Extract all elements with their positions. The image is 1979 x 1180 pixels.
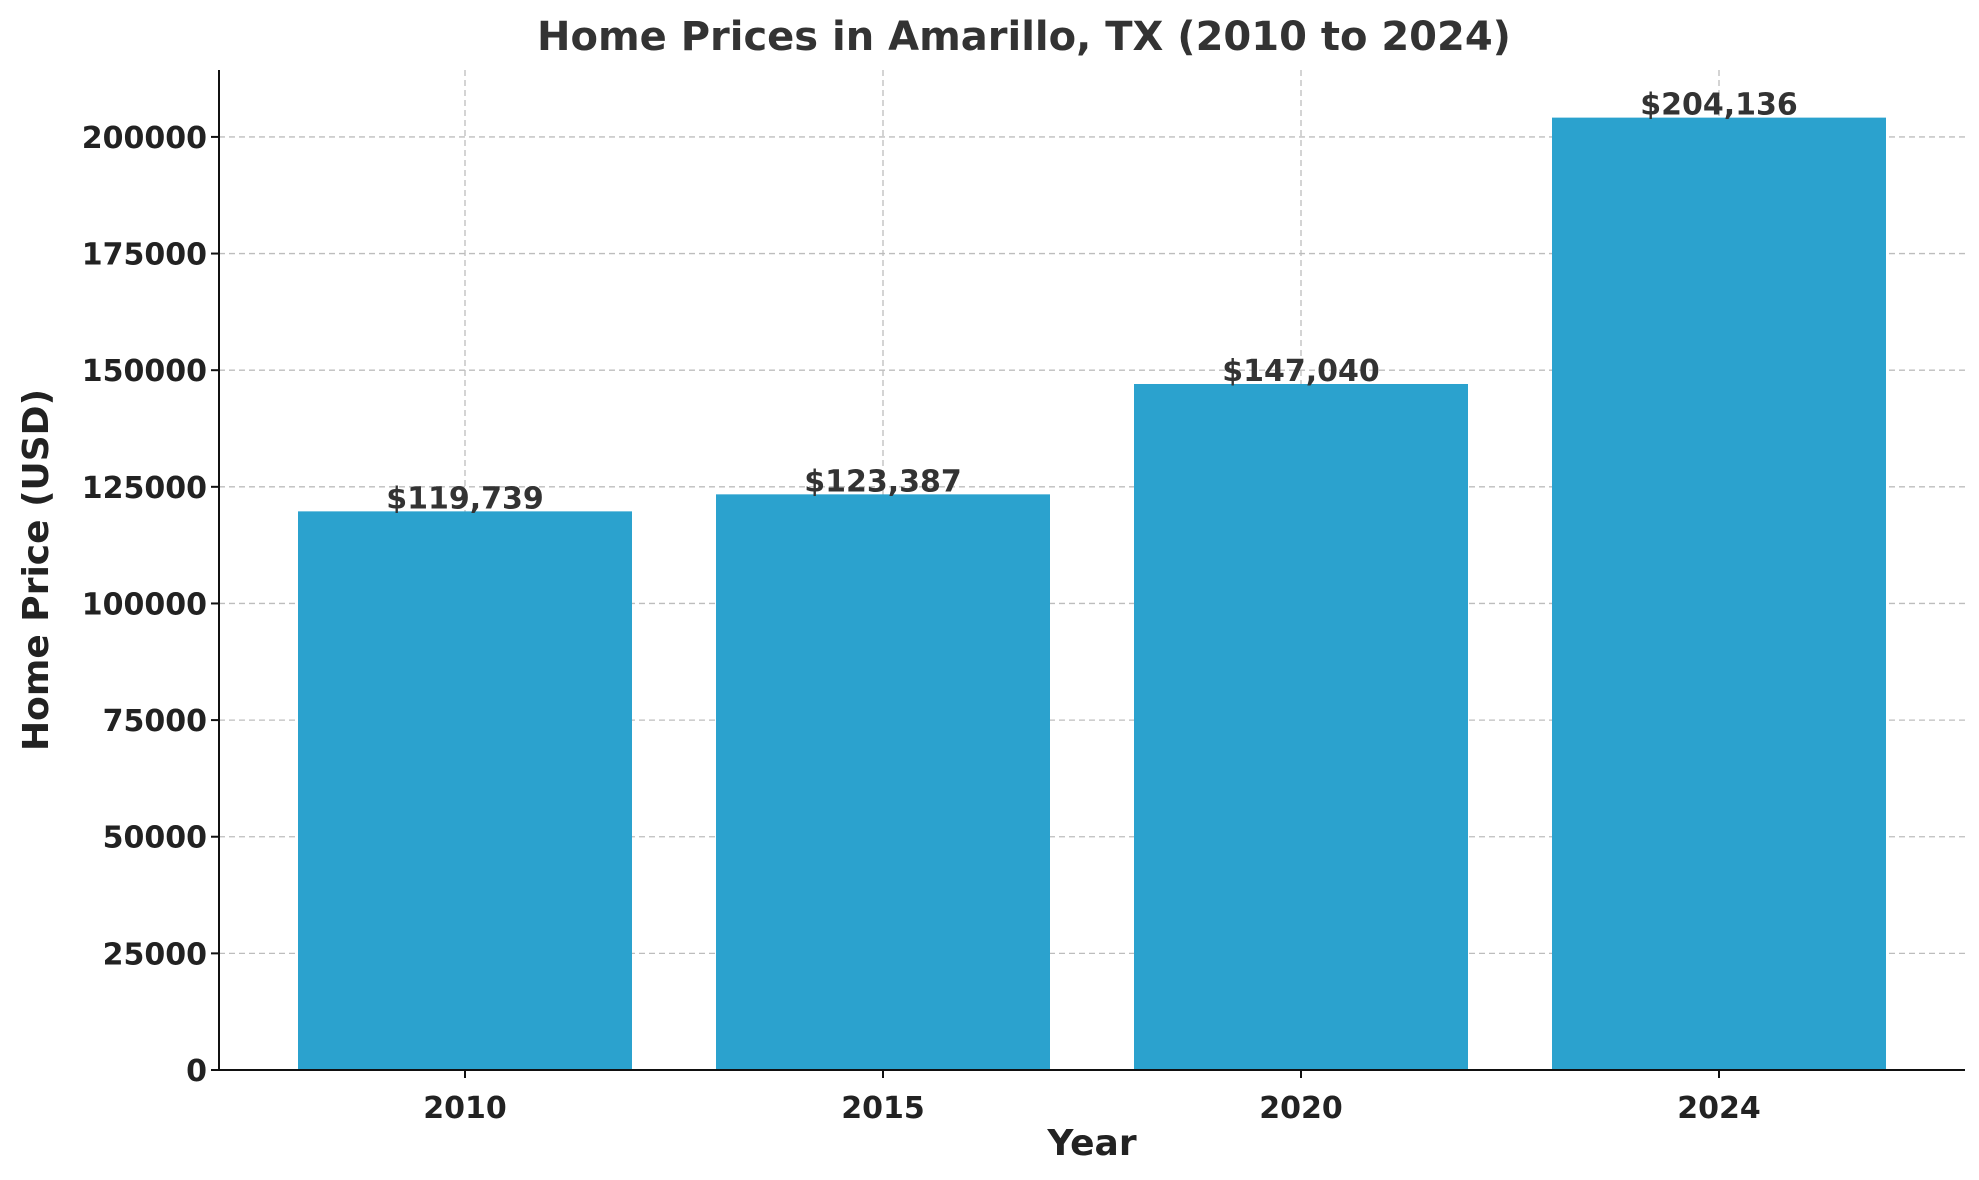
y-tick-label: 25000 xyxy=(103,937,207,972)
y-tick-label: 200000 xyxy=(82,121,207,156)
y-tick-label: 175000 xyxy=(82,238,207,273)
y-tick-label: 150000 xyxy=(82,354,207,389)
bars xyxy=(298,117,1886,1071)
ticks: 0 25000 50000 75000 100000 125000 150000 175000… xyxy=(82,121,1761,1126)
y-tick-label: 75000 xyxy=(103,704,207,739)
y-axis-label: Home Price (USD) xyxy=(16,389,57,751)
bar xyxy=(1552,117,1886,1070)
y-tick-label: 0 xyxy=(186,1054,207,1089)
x-tick-label: 2020 xyxy=(1259,1091,1343,1126)
x-axis-label: Year xyxy=(1046,1123,1136,1164)
bar-value-label: $147,040 xyxy=(1222,354,1380,389)
bar xyxy=(716,494,1050,1070)
y-tick-label: 100000 xyxy=(82,587,207,622)
data-labels: $119,739 $123,387 $147,040 $204,136 xyxy=(386,88,1798,517)
y-tick-label: 125000 xyxy=(82,471,207,506)
chart-title: Home Prices in Amarillo, TX (2010 to 202… xyxy=(537,14,1511,60)
bar xyxy=(298,511,632,1071)
x-tick-label: 2010 xyxy=(423,1091,507,1126)
bar-value-label: $119,739 xyxy=(386,481,544,516)
bar xyxy=(1134,383,1468,1071)
y-tick-label: 50000 xyxy=(103,821,207,856)
x-tick-label: 2015 xyxy=(841,1091,925,1126)
x-tick-label: 2024 xyxy=(1677,1091,1761,1126)
axes xyxy=(218,70,1965,1071)
bar-value-label: $204,136 xyxy=(1640,88,1798,123)
bar-value-label: $123,387 xyxy=(804,464,962,499)
